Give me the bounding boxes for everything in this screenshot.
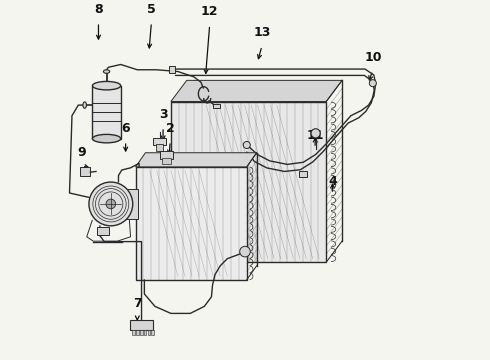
Polygon shape [171,102,326,262]
Bar [147,330,150,334]
Text: 10: 10 [364,51,382,64]
Bar [98,227,109,235]
Bar [162,158,171,164]
Circle shape [89,182,133,226]
Text: 3: 3 [159,108,168,121]
Bar [80,167,90,176]
Text: 9: 9 [77,147,86,159]
Text: 8: 8 [94,3,103,16]
Text: 14: 14 [94,199,112,212]
Ellipse shape [83,102,86,108]
Ellipse shape [103,70,110,73]
Text: 13: 13 [253,26,270,39]
Text: 4: 4 [328,175,337,188]
Bar [160,151,173,159]
Circle shape [240,246,250,257]
Polygon shape [136,153,257,167]
Text: 6: 6 [122,122,130,135]
Circle shape [243,141,250,149]
Circle shape [311,129,320,138]
Text: 12: 12 [201,5,219,18]
Bar [156,144,163,151]
Bar [126,189,138,219]
Bar [132,330,135,334]
Text: 2: 2 [166,122,174,135]
Bar [169,66,175,73]
Text: 11: 11 [306,129,324,142]
Bar [299,171,308,177]
Text: 2: 2 [197,256,206,269]
Text: 1: 1 [176,153,185,167]
Polygon shape [136,167,247,280]
Circle shape [369,80,376,87]
Bar [213,104,220,108]
Bar [151,330,154,334]
Bar [130,320,153,330]
Circle shape [106,199,116,209]
Bar [144,330,147,334]
Text: 5: 5 [147,3,156,16]
Bar [140,330,143,334]
Text: 7: 7 [133,297,142,310]
Ellipse shape [93,81,121,90]
Bar [93,86,121,139]
Bar [136,330,139,334]
Ellipse shape [93,134,121,143]
Bar [153,138,166,145]
Polygon shape [171,80,342,102]
